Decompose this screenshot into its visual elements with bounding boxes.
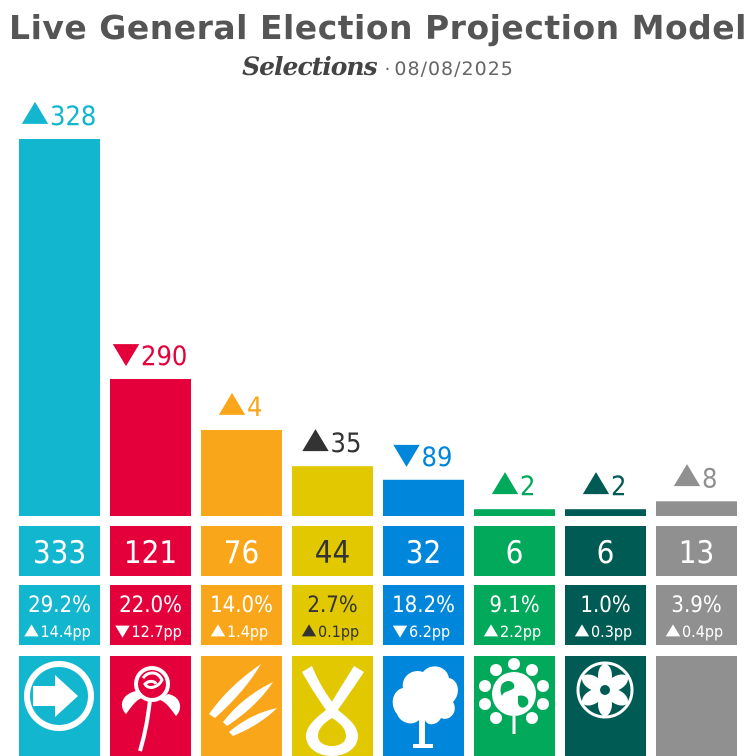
down-arrow-icon [392,625,408,638]
up-arrow-icon [21,101,49,124]
bar [383,479,464,516]
seat-change-label: 8 [702,463,717,494]
bar [292,466,373,516]
seat-count: 76 [224,535,259,571]
date-label: 08/08/2025 [394,58,514,80]
vote-share: 22.0% [119,593,182,618]
saltire-icon [292,656,373,756]
seat-change-label: 4 [247,392,262,423]
up-arrow-icon [673,464,701,487]
seat-count: 6 [597,535,615,571]
bird-icon [201,656,282,756]
seat-change-label: 328 [50,101,96,132]
seat-count: 333 [33,535,86,571]
seat-count-box [292,526,373,576]
down-arrow-icon [393,444,420,467]
vote-change: 6.2pp [409,622,450,641]
seat-count-box [201,526,282,576]
vote-change: 2.2pp [500,622,541,641]
vote-share: 14.0% [210,593,273,618]
vote-share: 18.2% [392,593,455,618]
seat-count-box [474,526,555,576]
up-arrow-icon [210,624,226,637]
brand-logo: Selections [242,52,378,81]
down-arrow-icon [115,625,130,638]
seat-count-box [656,526,737,576]
seat-change-label: 35 [331,428,362,459]
seat-count: 13 [679,535,714,571]
bar [656,501,737,516]
seat-change-label: 2 [520,471,535,502]
seat-count-box [383,526,464,576]
seat-count-box [110,526,191,576]
vote-share: 9.1% [489,593,539,618]
bar [201,429,282,516]
up-arrow-icon [483,624,499,637]
up-arrow-icon [24,624,39,637]
up-arrow-icon [665,624,681,637]
vote-share: 3.9% [671,593,721,618]
vote-share: 2.7% [307,593,357,618]
up-arrow-icon [582,472,610,495]
up-arrow-icon [491,472,519,495]
tree-icon [383,656,464,756]
up-arrow-icon [301,624,317,637]
blank-icon [656,656,737,756]
bar [19,139,100,516]
subtitle: Selections · 08/08/2025 [0,52,756,81]
vote-change: 1.4pp [227,622,268,641]
globe-icon [474,656,555,756]
seat-count: 44 [315,535,350,571]
vote-share: 29.2% [28,593,91,618]
seat-count: 32 [406,535,441,571]
vote-share: 1.0% [580,593,630,618]
up-arrow-icon [302,429,329,452]
vote-change: 0.1pp [318,622,359,641]
seat-count: 6 [506,535,524,571]
seat-count-box [19,526,100,576]
chart-title: Live General Election Projection Model [9,8,747,47]
seat-count-box [565,526,646,576]
seat-change-label: 290 [141,341,187,372]
vote-change: 0.4pp [682,622,723,641]
bar [565,509,646,516]
seat-change-label: 89 [422,442,453,473]
vote-share-box [383,585,464,645]
up-arrow-icon [574,624,590,637]
separator-dot: · [384,59,391,80]
triskele-icon [565,656,646,756]
seat-count: 121 [124,535,177,571]
vote-change: 14.4pp [41,622,91,641]
down-arrow-icon [112,344,140,367]
up-arrow-icon [218,392,246,415]
bar [474,509,555,516]
rose-icon [110,656,191,756]
vote-change: 0.3pp [591,622,632,641]
seat-change-label: 2 [611,471,626,502]
vote-change: 12.7pp [132,622,182,641]
arrow-icon [19,656,100,756]
bar [110,379,191,516]
